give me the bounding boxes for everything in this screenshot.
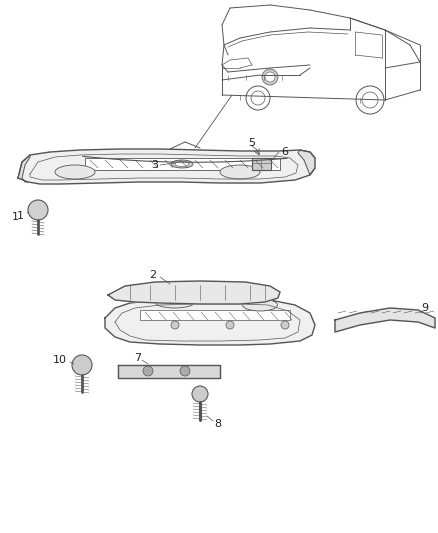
Circle shape (281, 321, 289, 329)
Text: 5: 5 (248, 138, 255, 148)
Ellipse shape (220, 165, 260, 179)
Text: 10: 10 (53, 355, 67, 365)
Ellipse shape (55, 165, 95, 179)
Polygon shape (18, 155, 30, 182)
Circle shape (171, 321, 179, 329)
Circle shape (180, 366, 190, 376)
Ellipse shape (155, 296, 195, 308)
Text: 6: 6 (282, 147, 289, 157)
Polygon shape (108, 281, 280, 304)
Circle shape (226, 321, 234, 329)
Text: 1: 1 (11, 212, 18, 222)
Text: 1: 1 (17, 211, 24, 221)
Polygon shape (298, 150, 315, 175)
Circle shape (265, 72, 275, 82)
Circle shape (262, 69, 278, 85)
Text: 7: 7 (134, 353, 141, 363)
Circle shape (192, 386, 208, 402)
Polygon shape (335, 308, 435, 332)
Circle shape (143, 366, 153, 376)
FancyBboxPatch shape (85, 158, 280, 170)
Polygon shape (18, 149, 315, 184)
Circle shape (28, 200, 48, 220)
Polygon shape (118, 365, 220, 378)
Polygon shape (105, 299, 315, 345)
Text: 3: 3 (152, 160, 159, 170)
Text: 9: 9 (421, 303, 428, 313)
Ellipse shape (175, 161, 189, 166)
Ellipse shape (243, 299, 278, 311)
FancyBboxPatch shape (251, 157, 271, 169)
Circle shape (72, 355, 92, 375)
Text: 8: 8 (215, 419, 222, 429)
FancyBboxPatch shape (140, 310, 290, 320)
Ellipse shape (171, 160, 193, 168)
Text: 2: 2 (149, 270, 156, 280)
